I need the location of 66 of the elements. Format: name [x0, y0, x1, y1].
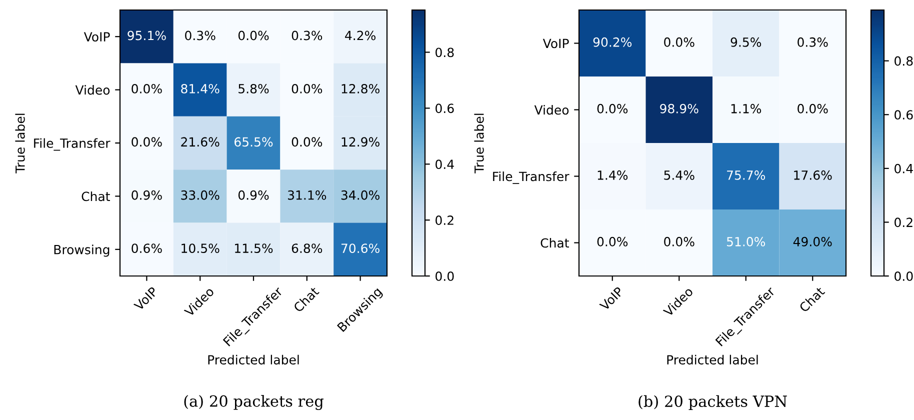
- data-label: 9.5%: [730, 37, 762, 47]
- x-axis-title: Predicted label: [208, 354, 299, 364]
- x-axis-title: Predicted label: [667, 354, 758, 364]
- text: (a) 20 packets reg: [184, 394, 324, 410]
- color-bar-label: 0.0: [894, 271, 913, 281]
- color-bar-label: 0.8: [894, 56, 913, 66]
- data-label: 4.2%: [345, 30, 376, 40]
- data-label: 0.0%: [798, 104, 828, 114]
- data-label: 12.9%: [342, 137, 380, 147]
- data-label: 0.0%: [664, 37, 694, 47]
- data-label: 1.1%: [731, 104, 762, 114]
- data-label: 75.7%: [727, 170, 766, 180]
- data-label: 0.3%: [798, 37, 828, 47]
- data-label: 65.5%: [234, 137, 273, 147]
- data-label: 17.6%: [794, 170, 832, 180]
- data-label: 0.3%: [185, 30, 216, 40]
- y-tick-label: Video: [75, 85, 110, 95]
- data-label: 21.6%: [181, 137, 220, 147]
- data-label: 98.9%: [660, 104, 698, 114]
- y-tick-label: Chat: [82, 191, 110, 202]
- y-tick-label: Video: [534, 105, 569, 115]
- data-label: 6.8%: [292, 244, 322, 254]
- data-label: 0.0%: [238, 30, 269, 40]
- data-label: 0.6%: [132, 244, 162, 254]
- data-label: 0.0%: [597, 236, 628, 246]
- data-label: 0.9%: [132, 190, 162, 200]
- data-label: 31.1%: [288, 190, 326, 200]
- y-axis-title: True label: [15, 114, 25, 174]
- y-tick-label: VoIP: [84, 32, 110, 42]
- data-label: 33.0%: [181, 190, 220, 200]
- data-label: 0.0%: [132, 137, 162, 147]
- data-label: 0.0%: [292, 137, 322, 147]
- data-label: 11.5%: [235, 244, 273, 254]
- data-label: 34.0%: [341, 190, 380, 200]
- y-tick-label: Browsing: [54, 244, 110, 257]
- data-label: 5.4%: [664, 170, 694, 180]
- data-label: 1.4%: [598, 170, 628, 180]
- color-bar-label: 0.4: [436, 160, 454, 170]
- color-bar-label: 0.2: [894, 218, 912, 228]
- data-label: 10.5%: [182, 244, 220, 254]
- data-label: 95.1%: [128, 30, 166, 40]
- y-tick-label: File_Transfer: [493, 172, 570, 184]
- data-label: 90.2%: [593, 37, 632, 47]
- y-tick-label: VoIP: [542, 38, 569, 48]
- data-label: 0.0%: [664, 236, 694, 246]
- color-bar-label: 0.8: [436, 48, 454, 58]
- data-label: 51.0%: [726, 236, 766, 246]
- data-label: 70.6%: [341, 244, 380, 254]
- data-label: 0.0%: [132, 84, 162, 94]
- y-tick-label: File_Transfer: [34, 138, 110, 151]
- data-label: 49.0%: [793, 236, 832, 246]
- data-label: 5.8%: [238, 84, 269, 94]
- data-label: 0.3%: [292, 30, 322, 40]
- text: (b) 20 packets VPN: [638, 395, 787, 410]
- color-bar-label: 0.4: [894, 164, 913, 174]
- color-bar-label: 0.2: [436, 216, 454, 225]
- data-label: 81.4%: [181, 84, 220, 94]
- data-label: 0.0%: [292, 84, 322, 94]
- color-bar-label: 0.6: [436, 104, 454, 114]
- y-tick-label: Chat: [540, 238, 569, 248]
- color-bar-label: 0.0: [436, 271, 454, 281]
- data-label: 12.8%: [342, 84, 380, 94]
- y-axis-title: True label: [474, 114, 484, 174]
- data-label: 0.0%: [597, 104, 628, 114]
- data-label: 0.9%: [238, 190, 269, 200]
- color-bar-label: 0.6: [894, 110, 913, 120]
